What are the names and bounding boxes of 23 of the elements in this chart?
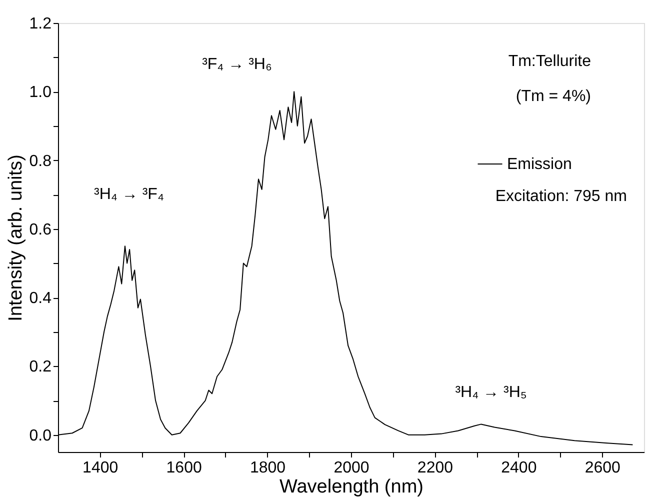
annotation: Tm:Tellurite (508, 53, 592, 70)
annotation: ³H₄ → ³H₅ (455, 384, 527, 401)
legend-label: Emission (507, 156, 572, 173)
y-tick-label: 0.6 (29, 221, 52, 238)
y-tick-label: 0.2 (29, 358, 52, 376)
y-tick-label: 0.0 (29, 427, 52, 444)
x-tick-label: 1400 (82, 460, 118, 476)
annotation: (Tm = 4%) (516, 88, 591, 105)
x-tick-label: 1600 (166, 460, 202, 476)
x-tick-label: 2000 (334, 460, 370, 476)
x-tick-label: 2200 (417, 460, 454, 476)
x-tick-label: 2400 (501, 460, 537, 476)
y-tick-label: 0.8 (29, 152, 52, 170)
annotation: ³H₄ → ³F₄ (94, 186, 164, 203)
y-tick-label: 1.0 (29, 84, 52, 102)
annotation: Excitation: 795 nm (495, 188, 627, 205)
y-tick-label: 0.4 (29, 290, 52, 308)
x-axis-title: Wavelength (nm) (280, 476, 424, 498)
y-tick-label: 1.2 (29, 16, 52, 32)
y-axis-title: Intensity (arb. units) (5, 154, 26, 322)
x-tick-label: 1800 (250, 460, 286, 476)
x-tick-label: 2600 (584, 460, 621, 476)
annotation: ³F₄ → ³H₆ (202, 56, 272, 73)
